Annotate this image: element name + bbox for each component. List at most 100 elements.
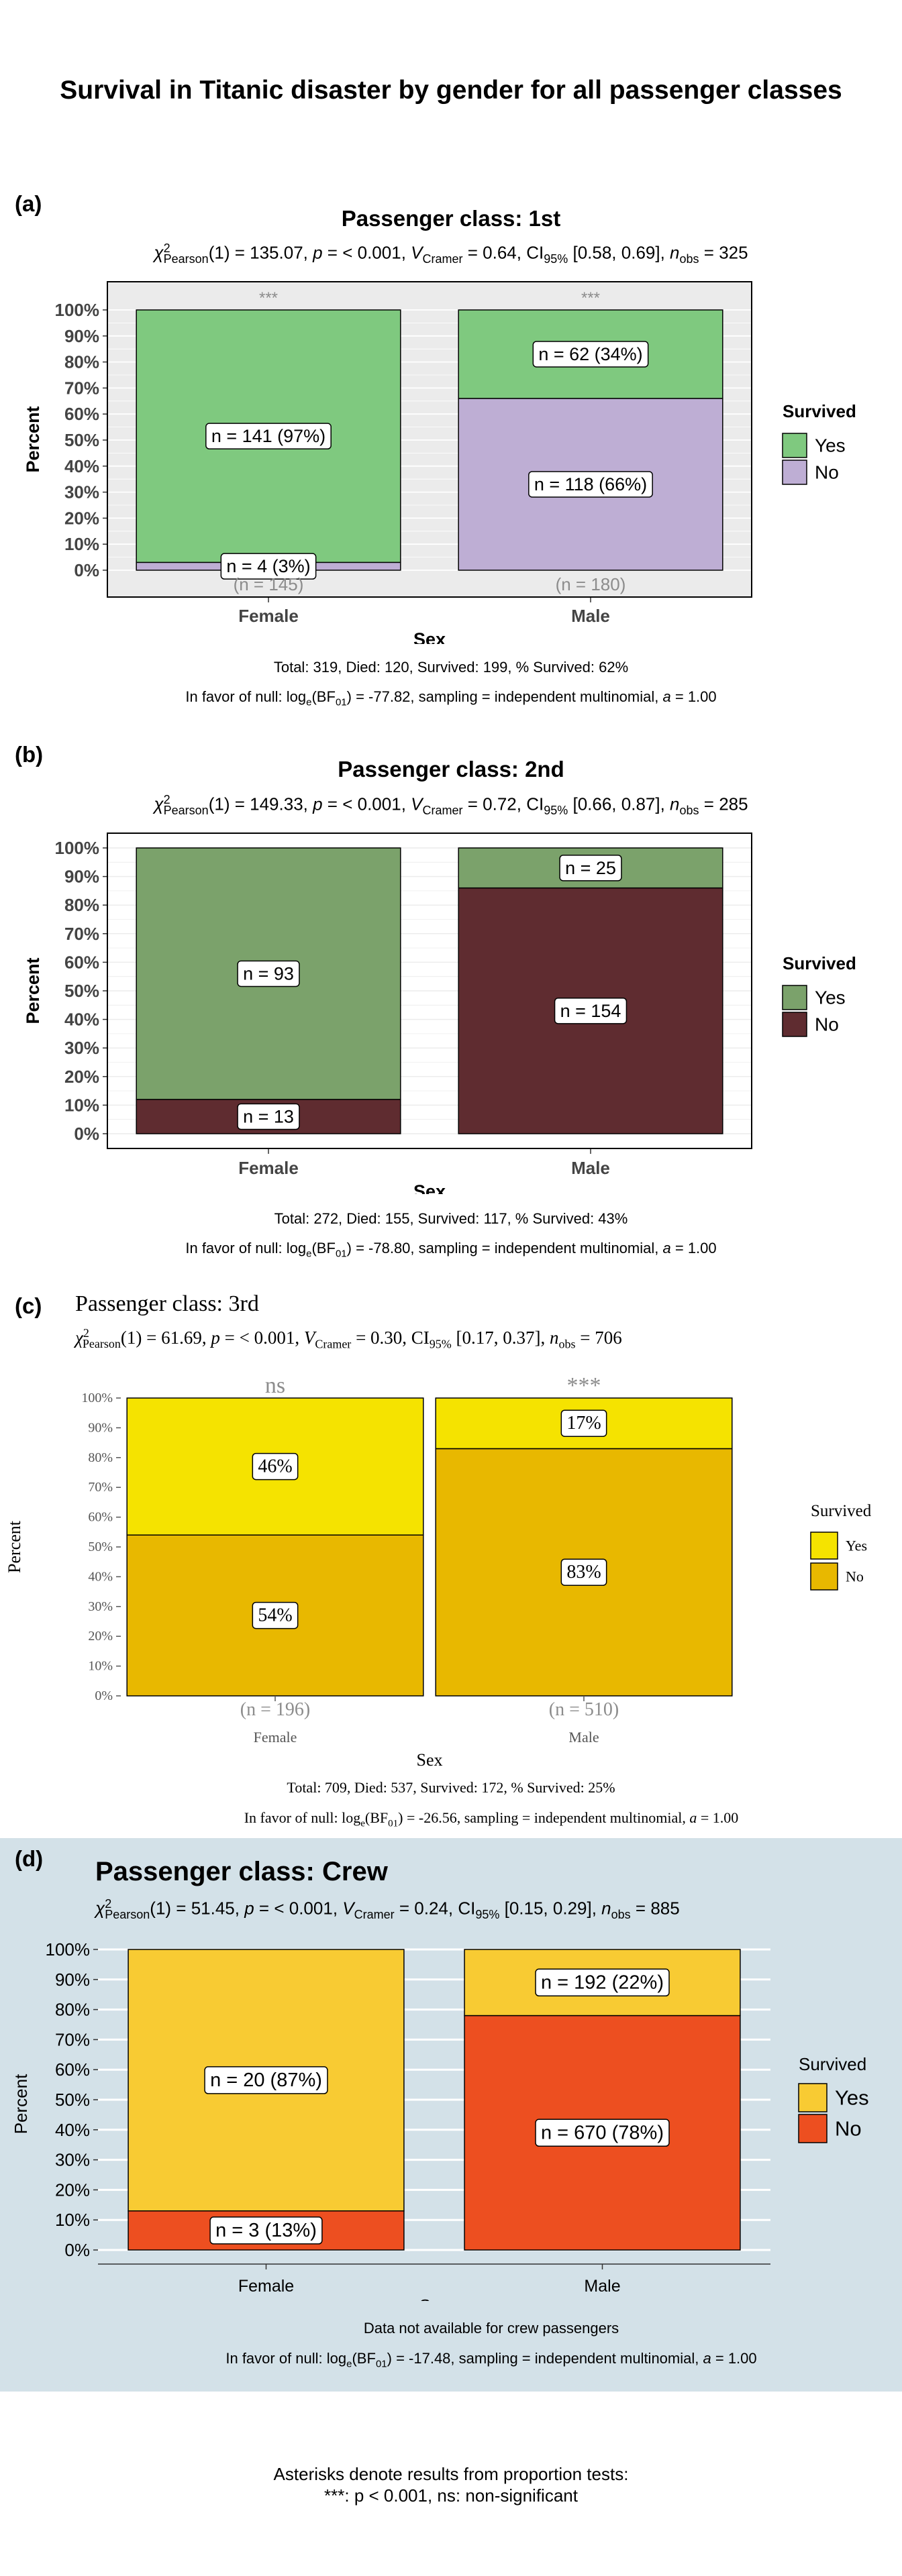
legend-swatch-yes xyxy=(782,433,807,458)
count-label: (n = 145) xyxy=(234,574,304,594)
data-label-text: 54% xyxy=(258,1605,292,1626)
panel-d-title: Passenger class: Crew xyxy=(95,1857,388,1886)
data-label-box xyxy=(237,1103,300,1130)
legend-label-yes: Yes xyxy=(835,2086,869,2110)
x-tick-label: Female xyxy=(238,1158,299,1178)
legend-title: Survived xyxy=(783,401,856,421)
data-label-text: n = 20 (87%) xyxy=(210,2070,322,2091)
data-label-text: n = 13 xyxy=(243,1106,294,1126)
legend-swatch-yes xyxy=(810,1532,838,1560)
legend-label-yes: Yes xyxy=(815,435,846,456)
data-label-box xyxy=(532,341,649,368)
y-tick-label: 20% xyxy=(55,2180,90,2200)
y-tick-label: 0% xyxy=(74,1124,99,1144)
legend-label-no: No xyxy=(835,2117,862,2141)
y-tick-label: 30% xyxy=(64,1038,99,1058)
y-tick-label: 80% xyxy=(64,895,99,915)
data-label: n = 118 (66%) xyxy=(528,471,653,498)
legend-title: Survived xyxy=(783,953,856,973)
y-tick-label: 100% xyxy=(55,300,100,320)
data-label-text: n = 93 xyxy=(243,963,294,983)
data-label: 17% xyxy=(560,1409,607,1437)
legend-label-no: No xyxy=(815,1014,839,1035)
data-label-text: 17% xyxy=(566,1413,601,1434)
y-tick-label: 40% xyxy=(64,1010,99,1030)
data-label: n = 20 (87%) xyxy=(204,2066,328,2094)
legend-label-no: No xyxy=(846,1568,864,1585)
y-tick-label: 20% xyxy=(64,508,99,528)
data-label-text: n = 4 (3%) xyxy=(226,556,310,576)
y-tick-label: 20% xyxy=(64,1067,99,1087)
legend-swatch-no xyxy=(798,2114,828,2143)
x-tick-label: Male xyxy=(571,606,610,626)
significance-label: *** xyxy=(259,289,278,307)
data-label-box xyxy=(252,1601,299,1629)
chart-d: n = 3 (13%) n = 20 (87%) Female n = 670 (78… xyxy=(11,1939,869,2301)
panel-a-title: Passenger class: 1st xyxy=(341,206,561,231)
panel-d-stats: χ2Pearson(1) = 51.45, p = < 0.001, VCram… xyxy=(95,1897,680,1921)
panel-a-stats: χ2Pearson(1) = 135.07, p = < 0.001, VCra… xyxy=(154,241,748,266)
panel-b-stats: χ2Pearson(1) = 149.33, p = < 0.001, VCra… xyxy=(154,793,748,817)
data-label-text: n = 154 xyxy=(560,1001,621,1021)
y-tick-label: 40% xyxy=(88,1569,113,1584)
y-tick-label: 10% xyxy=(64,534,99,554)
y-tick-label: 70% xyxy=(64,378,99,398)
data-label: 83% xyxy=(560,1558,607,1586)
y-tick-label: 0% xyxy=(64,2240,90,2260)
panel-c-title: Passenger class: 3rd xyxy=(75,1291,259,1316)
y-tick-label: 10% xyxy=(64,1095,99,1115)
panel-c-caption-bf: In favor of null: loge(BF01) = -26.56, s… xyxy=(244,1809,739,1829)
data-label: n = 670 (78%) xyxy=(535,2118,670,2147)
panel-d-caption-totals: Data not available for crew passengers xyxy=(363,2320,619,2337)
legend-label-yes: Yes xyxy=(846,1538,867,1554)
legend-label-no: No xyxy=(815,462,839,483)
y-tick-label: 90% xyxy=(64,326,99,346)
panel-b-tag: (b) xyxy=(15,742,44,767)
legend-swatch-yes xyxy=(782,985,807,1010)
data-label-box xyxy=(535,1968,670,1997)
footer-note: Asterisks denote results from proportion… xyxy=(0,2463,902,2506)
y-tick-label: 0% xyxy=(74,560,99,580)
plot-frame xyxy=(107,833,752,1149)
chart-b: n = 13 n = 93 Female n = 154 n = 25 Male 0% 10%… xyxy=(23,833,856,1194)
x-tick-label: Female xyxy=(238,2277,294,2296)
data-label-text: n = 670 (78%) xyxy=(541,2122,664,2143)
data-label: 54% xyxy=(252,1601,299,1629)
data-label: n = 4 (3%) xyxy=(220,553,317,580)
count-label: (n = 510) xyxy=(549,1699,619,1720)
data-label-box xyxy=(205,423,332,449)
data-label: n = 154 xyxy=(554,998,628,1024)
data-label-box xyxy=(237,960,300,987)
y-tick-label: 60% xyxy=(55,2059,90,2080)
y-tick-label: 70% xyxy=(55,2029,90,2049)
legend-title: Survived xyxy=(811,1502,872,1520)
y-tick-label: 50% xyxy=(64,430,99,450)
data-label-text: n = 118 (66%) xyxy=(534,474,647,494)
data-label-box xyxy=(554,998,628,1024)
y-tick-label: 60% xyxy=(88,1510,113,1525)
x-axis-title: Sex xyxy=(413,629,446,644)
x-tick-label: Male xyxy=(568,1729,599,1746)
panel-b-title: Passenger class: 2nd xyxy=(338,757,564,782)
y-tick-label: 100% xyxy=(81,1391,113,1405)
x-axis-title: Sex xyxy=(419,2296,450,2301)
y-tick-label: 80% xyxy=(55,2000,90,2020)
y-tick-label: 50% xyxy=(55,2090,90,2110)
x-axis-title: Sex xyxy=(417,1750,443,1770)
footer-line-1: Asterisks denote results from proportion… xyxy=(273,2464,629,2484)
data-label-text: n = 62 (34%) xyxy=(538,344,642,364)
x-tick-label: Male xyxy=(571,1158,610,1178)
y-tick-label: 100% xyxy=(55,838,100,858)
legend-title: Survived xyxy=(799,2054,866,2074)
y-tick-label: 0% xyxy=(95,1688,113,1703)
chart-c: 54% 46% ns (n = 196) Female 83% 17% *** (n = 510… xyxy=(5,1373,872,1770)
data-label-text: 83% xyxy=(566,1562,601,1582)
panel-d-tag: (d) xyxy=(15,1846,44,1871)
x-tick-label: Female xyxy=(254,1729,297,1746)
chart-a: n = 4 (3%) n = 141 (97%) *** (n = 145) Femal… xyxy=(23,281,856,644)
y-tick-label: 40% xyxy=(64,456,99,476)
data-label-box xyxy=(559,855,622,881)
data-label: n = 93 xyxy=(237,960,300,987)
legend-label-yes: Yes xyxy=(815,987,846,1008)
y-tick-label: 80% xyxy=(88,1450,113,1465)
